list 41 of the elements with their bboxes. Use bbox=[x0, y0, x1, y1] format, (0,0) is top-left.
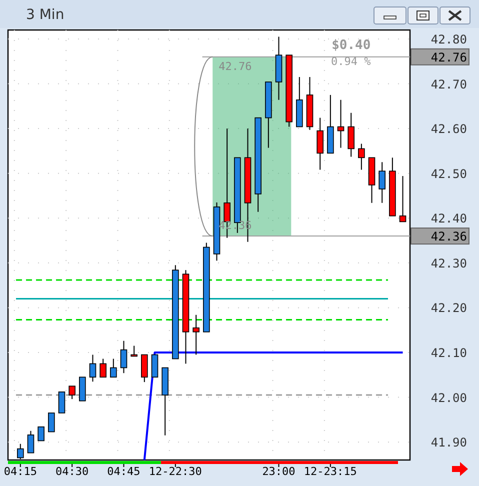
x-tick-label: 12-22:30 bbox=[148, 465, 202, 478]
y-tick-label: 42.00 bbox=[430, 390, 467, 405]
candlestick bbox=[27, 430, 34, 454]
candlestick bbox=[151, 354, 158, 378]
x-tick-label: 04:15 bbox=[4, 465, 37, 478]
annotation: $0.40 bbox=[332, 38, 371, 53]
candlestick bbox=[399, 176, 406, 222]
y-tick-label: 42.60 bbox=[430, 122, 467, 136]
annotation: 42.76 bbox=[218, 60, 252, 73]
candlestick bbox=[192, 314, 200, 356]
x-tick-label: 04:30 bbox=[56, 465, 89, 478]
x-tick-label: 04:45 bbox=[107, 465, 140, 478]
candlestick bbox=[316, 117, 324, 170]
candlestick bbox=[79, 376, 86, 402]
candlestick bbox=[358, 143, 365, 170]
candlestick bbox=[68, 386, 76, 400]
candlestick bbox=[48, 412, 55, 432]
candlestick bbox=[337, 99, 344, 148]
candlestick bbox=[110, 358, 117, 378]
candlestick bbox=[120, 340, 128, 374]
y-tick-label: 42.30 bbox=[430, 256, 467, 270]
y-tick-label: 42.10 bbox=[430, 346, 467, 360]
candlestick bbox=[141, 354, 148, 383]
annotation: 0.94 % bbox=[330, 54, 372, 68]
candlestick bbox=[378, 162, 386, 204]
y-tick-label: 41.90 bbox=[430, 436, 467, 450]
chart-title: 3 Min bbox=[26, 7, 64, 23]
ref-line-label: 42.76 bbox=[430, 50, 467, 64]
candlestick bbox=[38, 426, 44, 442]
y-tick-label: 42.20 bbox=[430, 301, 467, 316]
candlestick bbox=[58, 392, 66, 414]
x-tick-label: 12-23:15 bbox=[304, 465, 357, 478]
candlestick bbox=[348, 112, 354, 158]
ref-line-label: 42.36 bbox=[430, 230, 467, 244]
y-tick-label: 42.50 bbox=[430, 166, 467, 181]
x-tick-label: 23:00 bbox=[262, 465, 296, 478]
y-tick-label: 42.40 bbox=[430, 212, 467, 226]
y-tick-label: 42.70 bbox=[430, 77, 467, 92]
candlestick bbox=[100, 358, 106, 378]
candlestick bbox=[89, 354, 96, 382]
y-tick-label: 42.80 bbox=[430, 32, 467, 46]
